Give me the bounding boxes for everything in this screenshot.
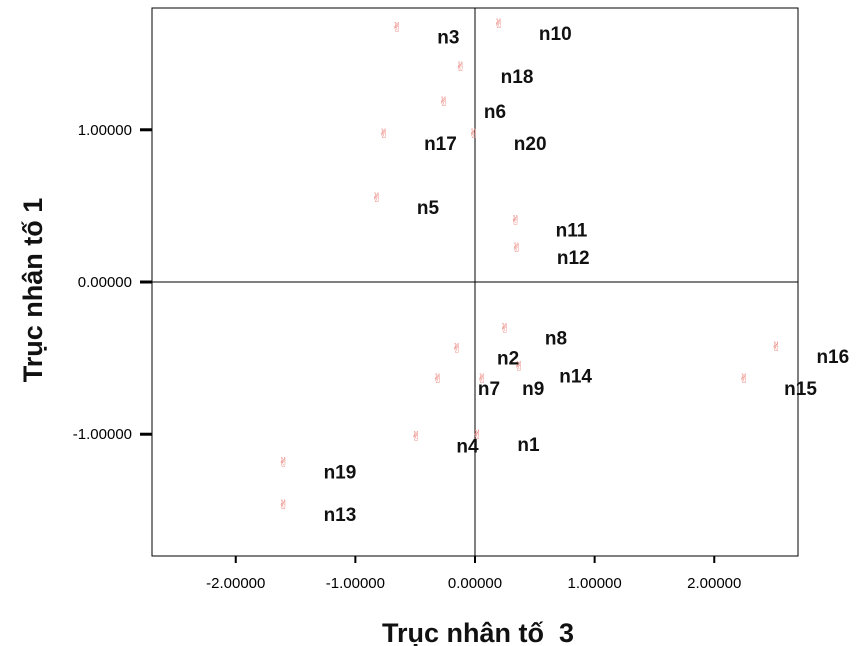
data-point-label: n8	[545, 329, 567, 350]
y-tick-label: -1.00000	[73, 426, 132, 443]
data-point-marker: ✌	[771, 340, 782, 355]
data-point-marker: ✌	[514, 360, 525, 375]
data-point-marker: ✌	[411, 430, 422, 445]
data-point-label: n17	[424, 134, 457, 155]
data-point-label: n6	[484, 102, 506, 123]
data-labels: n3 n10 n18 n6 n17 n20 n5 n11 n12 n8 n2 n14 n7 n9 n16 n1…	[324, 24, 850, 526]
data-point-marker: ✌	[493, 17, 504, 32]
data-point-label: n10	[539, 24, 572, 45]
data-point-marker: ✌	[455, 60, 466, 75]
data-point-label: n9	[522, 379, 544, 400]
data-point-marker: ✌	[510, 214, 521, 229]
y-tick-label: 1.00000	[78, 122, 132, 139]
x-tick-label: -2.00000	[206, 575, 265, 592]
data-point-label: n1	[517, 435, 540, 456]
data-point-label: n18	[501, 67, 534, 88]
data-point-marker: ✌	[278, 498, 289, 513]
data-point-label: n11	[556, 221, 588, 242]
data-point-marker: ✌	[468, 127, 479, 142]
y-tick-label: 0.00000	[78, 274, 132, 291]
data-point-marker: ✌	[278, 456, 289, 471]
data-point-label: n20	[514, 134, 547, 155]
data-point-label: n4	[456, 437, 479, 458]
data-point-marker: ✌	[472, 428, 483, 443]
data-point-marker: ✌	[438, 95, 449, 110]
x-axis-ticks: -2.00000 -1.00000 0.00000 1.00000 2.00000	[206, 556, 741, 592]
x-tick-label: 0.00000	[448, 575, 502, 592]
data-point-marker: ✌	[452, 341, 463, 356]
data-point-marker: ✌	[477, 372, 488, 387]
data-point-label: n15	[784, 379, 817, 400]
data-point-marker: ✌	[379, 127, 390, 142]
data-point-label: n16	[816, 347, 849, 368]
data-point-marker: ✌	[739, 372, 750, 387]
y-axis-ticks: -1.00000 0.00000 1.00000	[73, 122, 152, 443]
x-tick-label: -1.00000	[326, 575, 385, 592]
data-point-marker: ✌	[392, 20, 403, 35]
data-markers: ✌ ✌ ✌ ✌ ✌ ✌ ✌ ✌ ✌ ✌ ✌ ✌ ✌ ✌ ✌ ✌ ✌ ✌ ✌ ✌	[278, 17, 782, 513]
data-point-label: n2	[497, 348, 519, 369]
data-point-label: n19	[324, 463, 357, 484]
data-point-label: n7	[478, 379, 500, 400]
x-tick-label: 1.00000	[568, 575, 622, 592]
y-axis-title: Trục nhân tố 1	[18, 198, 48, 383]
data-point-label: n5	[417, 198, 440, 219]
data-point-marker: ✌	[371, 191, 382, 206]
data-point-marker: ✌	[511, 241, 522, 256]
data-point-marker: ✌	[432, 372, 443, 387]
x-axis-title: Trục nhân tố 3	[382, 618, 574, 646]
data-point-label: n3	[437, 27, 459, 48]
x-tick-label: 2.00000	[687, 575, 741, 592]
data-point-label: n12	[557, 248, 590, 269]
data-point-label: n14	[559, 367, 592, 388]
reference-lines	[152, 8, 798, 556]
data-point-label: n13	[324, 505, 357, 526]
data-point-marker: ✌	[499, 322, 510, 337]
